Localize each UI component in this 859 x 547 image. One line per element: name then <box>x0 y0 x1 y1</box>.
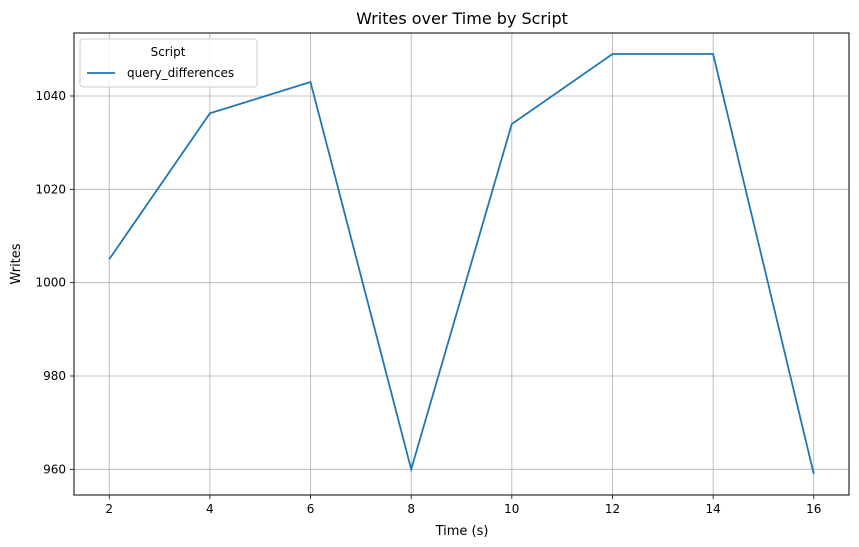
x-axis-ticks: 2 4 6 8 10 12 14 16 <box>105 495 821 516</box>
x-tick-label: 2 <box>105 502 113 516</box>
plot-area-frame <box>73 32 850 496</box>
x-axis-label: Time (s) <box>435 524 489 539</box>
chart-title: Writes over Time by Script <box>356 9 568 28</box>
x-tick-label: 16 <box>806 502 821 516</box>
x-tick-label: 4 <box>206 502 214 516</box>
y-tick-label: 1040 <box>35 89 66 103</box>
x-tick-label: 10 <box>504 502 519 516</box>
grid-lines <box>74 33 849 495</box>
series-line <box>108 53 815 475</box>
legend: Script query_differences <box>79 38 258 88</box>
y-tick-label: 980 <box>43 369 66 383</box>
y-tick-label: 960 <box>43 462 66 476</box>
legend-box <box>79 38 258 88</box>
x-tick-label: 6 <box>307 502 315 516</box>
x-tick-label: 12 <box>605 502 620 516</box>
y-tick-label: 1000 <box>35 276 66 290</box>
series-layer <box>108 53 815 475</box>
legend-series-label: query_differences <box>127 66 234 80</box>
y-tick-label: 1020 <box>35 182 66 196</box>
x-tick-label: 8 <box>407 502 415 516</box>
y-axis-ticks: 960 980 1000 1020 1040 <box>35 89 74 476</box>
x-tick-label: 14 <box>705 502 720 516</box>
legend-title: Script <box>151 45 186 59</box>
y-axis-label: Writes <box>9 243 24 284</box>
